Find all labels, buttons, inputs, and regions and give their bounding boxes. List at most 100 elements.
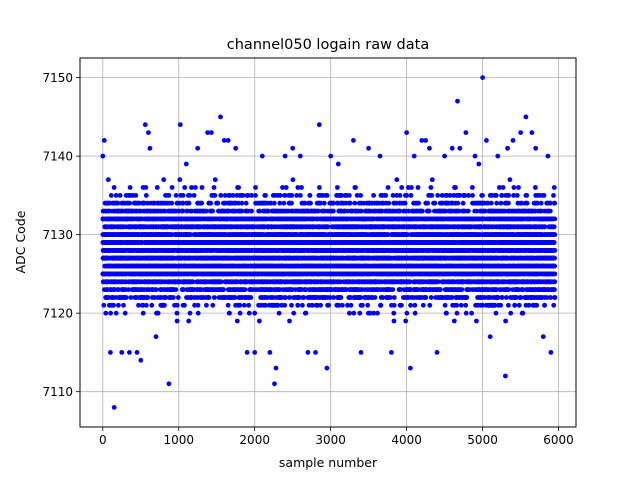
data-point bbox=[291, 310, 297, 316]
data-point bbox=[210, 302, 216, 308]
data-point bbox=[290, 177, 296, 183]
data-point bbox=[161, 302, 167, 308]
grid-lines bbox=[80, 58, 576, 427]
data-point bbox=[186, 318, 192, 324]
data-point bbox=[145, 295, 151, 300]
data-point bbox=[220, 287, 226, 292]
data-point bbox=[161, 177, 167, 183]
data-point bbox=[282, 295, 288, 300]
data-points bbox=[100, 75, 558, 410]
data-point bbox=[271, 200, 277, 206]
data-point bbox=[193, 185, 198, 190]
data-point bbox=[240, 193, 245, 198]
data-point bbox=[195, 310, 201, 316]
data-point bbox=[153, 287, 159, 292]
data-point bbox=[225, 302, 231, 308]
data-point bbox=[236, 185, 242, 190]
data-point bbox=[190, 279, 195, 285]
data-point bbox=[301, 295, 307, 300]
data-point bbox=[166, 193, 172, 198]
data-point bbox=[206, 295, 212, 300]
data-point bbox=[173, 287, 179, 292]
data-point bbox=[101, 302, 107, 308]
data-point bbox=[143, 185, 149, 190]
data-point bbox=[281, 200, 287, 206]
data-point bbox=[253, 193, 258, 198]
data-point bbox=[127, 185, 133, 190]
data-point bbox=[199, 200, 205, 206]
data-point bbox=[116, 302, 121, 308]
data-point bbox=[170, 295, 176, 300]
data-point bbox=[227, 310, 232, 316]
data-point bbox=[154, 185, 160, 190]
data-point bbox=[113, 193, 119, 198]
data-point bbox=[209, 208, 215, 214]
data-point bbox=[283, 185, 289, 190]
data-point bbox=[187, 193, 193, 198]
data-point bbox=[211, 185, 217, 190]
data-point bbox=[143, 193, 149, 198]
data-point bbox=[282, 302, 288, 308]
data-point bbox=[253, 185, 258, 190]
data-point bbox=[237, 302, 243, 308]
data-point bbox=[218, 193, 224, 198]
data-point bbox=[174, 318, 180, 324]
data-point bbox=[195, 302, 201, 308]
data-point bbox=[111, 302, 116, 308]
data-point bbox=[212, 177, 218, 183]
data-point bbox=[248, 295, 254, 300]
data-point bbox=[212, 193, 218, 198]
data-point bbox=[108, 310, 113, 316]
data-point bbox=[263, 193, 268, 198]
data-point bbox=[105, 177, 111, 183]
data-point bbox=[117, 193, 123, 198]
data-point bbox=[242, 287, 248, 292]
data-point bbox=[299, 185, 304, 190]
data-point bbox=[289, 200, 294, 206]
data-point bbox=[234, 318, 240, 324]
data-point bbox=[257, 318, 262, 324]
data-point bbox=[243, 200, 249, 206]
data-point bbox=[111, 185, 117, 190]
data-point bbox=[302, 310, 308, 316]
data-point bbox=[182, 302, 187, 308]
data-point bbox=[175, 295, 181, 300]
data-point bbox=[149, 302, 155, 308]
data-point bbox=[215, 200, 221, 206]
data-point bbox=[179, 208, 185, 214]
data-point bbox=[241, 302, 247, 308]
data-point bbox=[298, 193, 303, 198]
data-point bbox=[211, 295, 217, 300]
data-point bbox=[143, 302, 149, 308]
data-point bbox=[186, 200, 192, 206]
data-point bbox=[246, 302, 252, 308]
data-point bbox=[177, 177, 183, 183]
data-point bbox=[191, 193, 197, 198]
data-point bbox=[295, 302, 301, 308]
data-point bbox=[122, 310, 128, 316]
data-point bbox=[239, 200, 245, 206]
data-point bbox=[289, 302, 294, 308]
data-point bbox=[174, 310, 180, 316]
data-point bbox=[169, 200, 175, 206]
data-point bbox=[287, 318, 292, 324]
data-point bbox=[199, 185, 205, 190]
data-point bbox=[173, 193, 179, 198]
data-point bbox=[108, 193, 114, 198]
data-point bbox=[113, 310, 119, 316]
data-point bbox=[187, 310, 193, 316]
data-point bbox=[182, 185, 188, 190]
data-point bbox=[204, 302, 209, 308]
data-point bbox=[277, 193, 283, 198]
data-point bbox=[127, 200, 132, 206]
data-point bbox=[252, 310, 258, 316]
data-point bbox=[115, 200, 121, 206]
data-point bbox=[180, 193, 186, 198]
data-point bbox=[121, 302, 126, 308]
data-point bbox=[287, 295, 292, 300]
data-point bbox=[140, 310, 146, 316]
data-point bbox=[249, 208, 254, 214]
data-point bbox=[155, 310, 161, 316]
data-point bbox=[237, 310, 243, 316]
data-point bbox=[276, 310, 282, 316]
